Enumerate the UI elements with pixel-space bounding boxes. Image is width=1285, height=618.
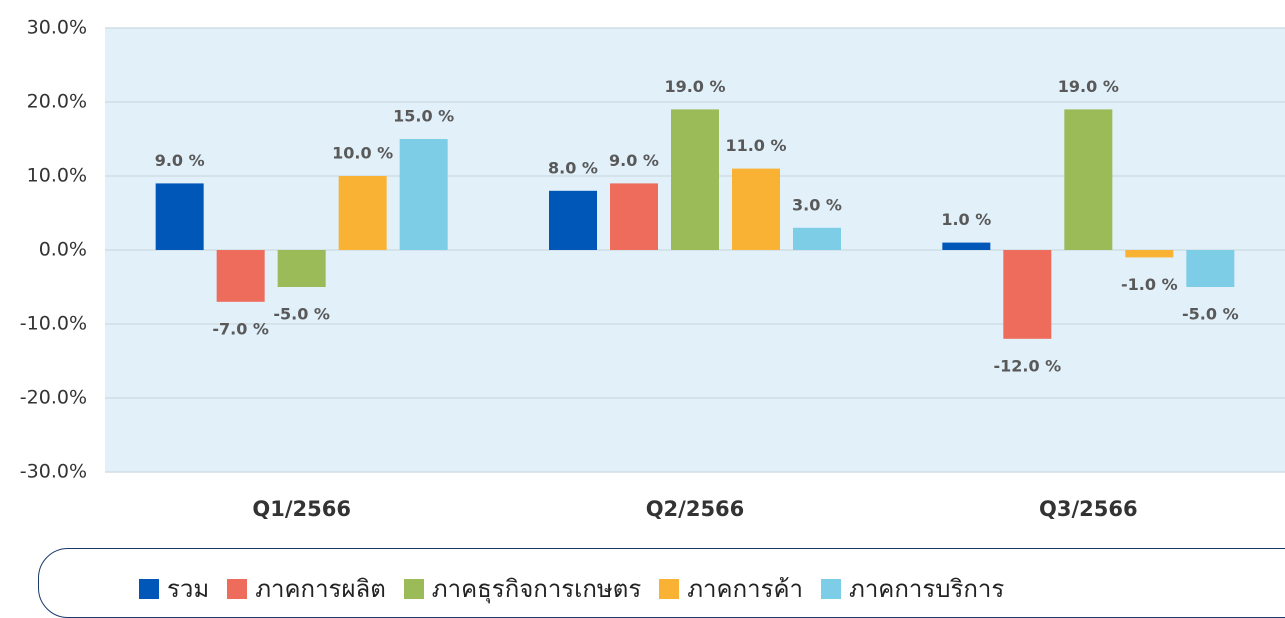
y-tick-label: 0.0%: [39, 239, 87, 261]
data-label: -7.0 %: [212, 319, 269, 338]
data-label: -12.0 %: [993, 356, 1061, 375]
data-label: 19.0 %: [1058, 77, 1119, 96]
data-label: 19.0 %: [664, 77, 725, 96]
bar: [1186, 250, 1235, 287]
y-tick-label: -30.0%: [20, 461, 87, 483]
y-tick-label: 20.0%: [27, 91, 87, 113]
data-label: 15.0 %: [393, 107, 454, 126]
legend-swatch: [403, 578, 424, 599]
bar: [793, 227, 841, 250]
data-label: 11.0 %: [725, 136, 786, 155]
y-tick-label: 30.0%: [27, 17, 87, 39]
x-tick-label: Q2/2566: [646, 497, 745, 521]
bar: [1003, 250, 1052, 339]
data-label: -5.0 %: [1182, 305, 1239, 324]
bar: [338, 176, 387, 250]
data-label: 9.0 %: [609, 151, 659, 170]
bar: [155, 183, 204, 250]
bar: [671, 109, 719, 251]
data-label: 10.0 %: [332, 144, 393, 163]
legend-swatch: [821, 578, 841, 599]
data-label: -5.0 %: [273, 305, 330, 324]
legend: รวม ภาคการผลิต ภาคธุรกิจการเกษตร ภาคการค้า ภ…: [38, 548, 1285, 618]
bar: [399, 139, 448, 250]
y-tick-label: 10.0%: [27, 165, 87, 187]
y-tick-label: -10.0%: [20, 313, 87, 335]
data-label: 3.0 %: [792, 195, 842, 214]
chart: -30.0% -20.0% -10.0% 0.0% 10.0% 20.0% 30.0% Q1/…: [20, 17, 1285, 521]
x-tick-label: Q1/2566: [252, 497, 351, 521]
bar: [942, 242, 991, 250]
legend-item: ภาคธุรกิจการเกษตร: [403, 569, 642, 608]
bar: [277, 250, 326, 287]
x-tick-label: Q3/2566: [1039, 497, 1138, 521]
legend-swatch: [659, 578, 680, 599]
bar: [216, 250, 265, 302]
legend-item: รวม: [139, 569, 209, 608]
legend-label: ภาคการผลิต: [255, 575, 386, 603]
legend-item: ภาคการบริการ: [821, 569, 1004, 608]
legend-label: ภาคการค้า: [687, 575, 803, 603]
legend-label: ภาคธุรกิจการเกษตร: [431, 575, 642, 603]
data-label: 8.0 %: [548, 158, 598, 177]
data-label: 1.0 %: [941, 210, 991, 229]
legend-item: ภาคการผลิต: [227, 569, 386, 608]
bar: [1125, 250, 1174, 258]
legend-label: รวม: [167, 575, 210, 603]
bar: [549, 190, 597, 250]
legend-item: ภาคการค้า: [659, 569, 803, 608]
y-tick-label: -20.0%: [20, 387, 87, 409]
legend-swatch: [139, 578, 159, 599]
data-label: 9.0 %: [155, 151, 205, 170]
legend-swatch: [227, 578, 248, 599]
data-label: -1.0 %: [1121, 275, 1178, 294]
bar: [1064, 109, 1113, 251]
bar: [732, 168, 780, 250]
legend-label: ภาคการบริการ: [849, 575, 1005, 603]
bar: [610, 183, 658, 250]
